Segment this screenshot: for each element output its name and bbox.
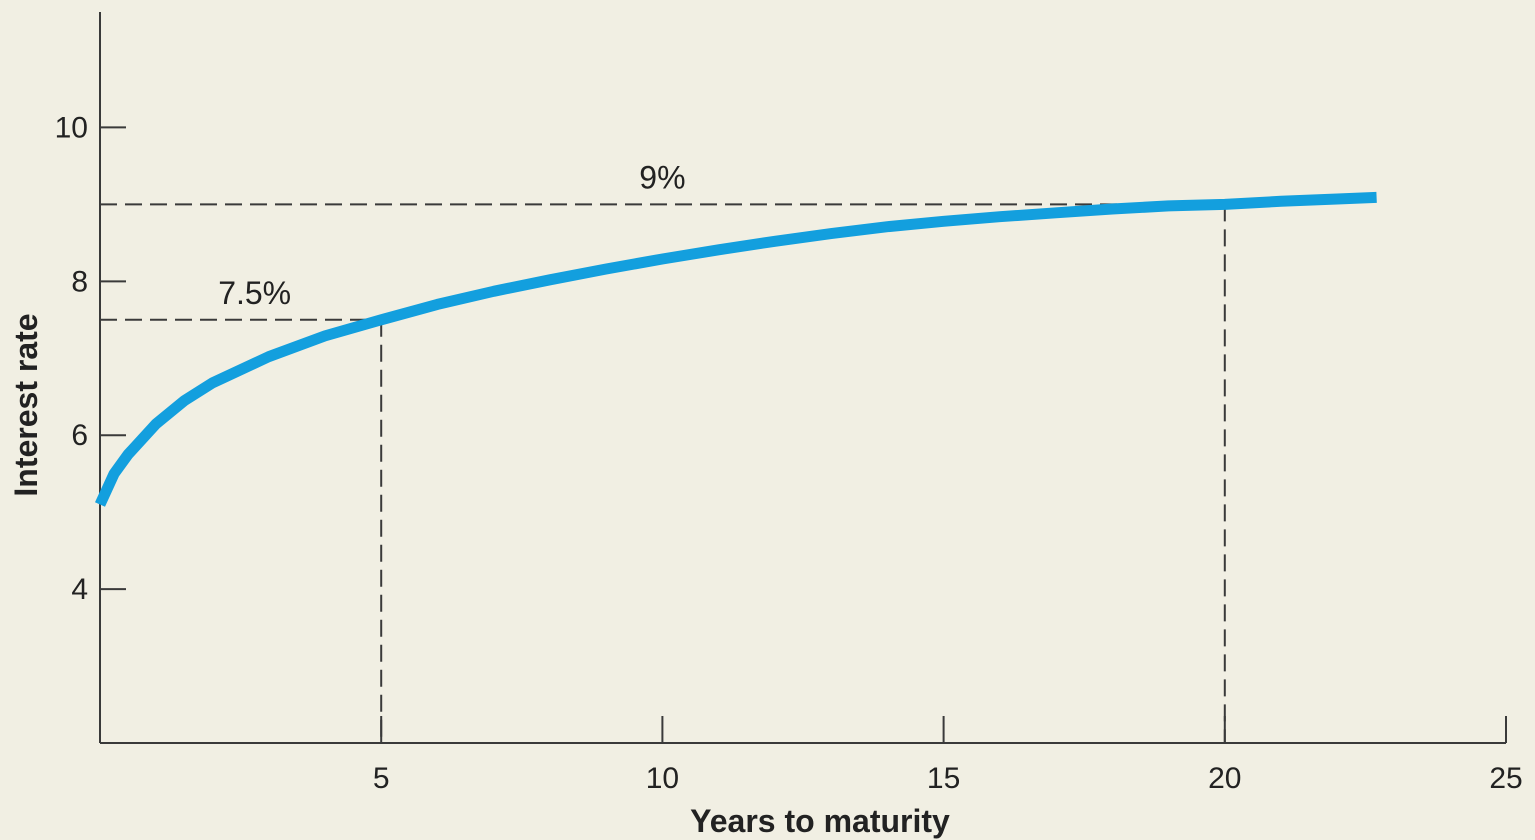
y-axis-label: Interest rate — [8, 313, 44, 496]
y-tick-label: 6 — [71, 419, 88, 452]
x-ticks: 5 10 15 20 25 — [373, 716, 1523, 795]
x-tick-label: 15 — [927, 762, 960, 795]
reference-label: 9% — [639, 159, 685, 195]
reference-label: 7.5% — [218, 275, 291, 311]
x-tick-label: 25 — [1489, 762, 1522, 795]
y-tick-label: 8 — [71, 265, 88, 298]
y-tick-label: 4 — [71, 573, 88, 606]
x-tick-label: 20 — [1208, 762, 1241, 795]
reference-lines: 7.5% 9% — [100, 159, 1226, 743]
x-tick-label: 5 — [373, 762, 390, 795]
y-tick-label: 10 — [55, 111, 88, 144]
interest-rate-curve — [94, 191, 1377, 507]
x-axis-label: Years to maturity — [690, 803, 950, 839]
x-tick-label: 10 — [646, 762, 679, 795]
y-ticks: 4 6 8 10 — [55, 111, 126, 606]
